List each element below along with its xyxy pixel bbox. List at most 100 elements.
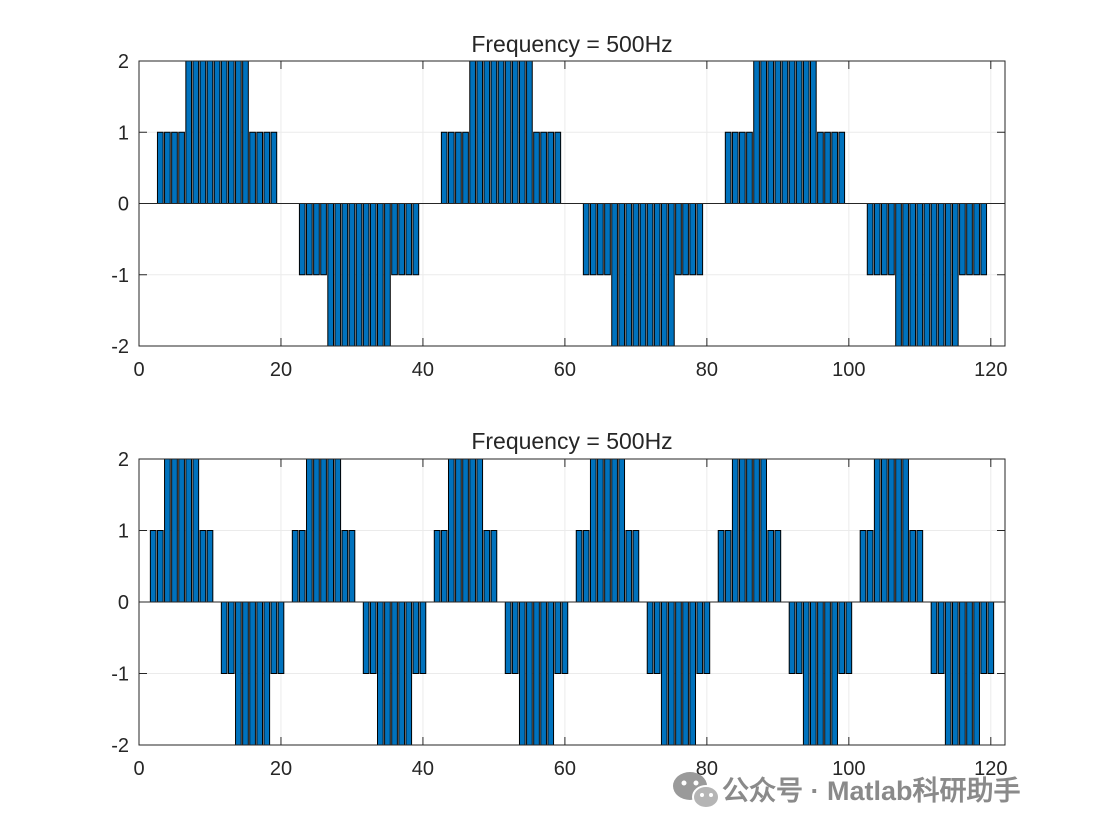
bar-top-70 bbox=[739, 131, 746, 204]
bar-bottom-92 bbox=[873, 458, 881, 603]
bar-bottom-87 bbox=[831, 601, 838, 746]
bar-bottom-68 bbox=[682, 601, 689, 746]
bar-top-82 bbox=[824, 131, 831, 204]
y-tick-label-top-4: 2 bbox=[118, 51, 129, 73]
bar-top-71 bbox=[746, 131, 753, 204]
bar-top-9 bbox=[220, 60, 228, 204]
bar-bottom-79 bbox=[767, 530, 775, 603]
x-tick-label-top-4: 80 bbox=[696, 359, 718, 381]
bar-bottom-11 bbox=[235, 601, 242, 746]
bar-bottom-0 bbox=[149, 530, 157, 603]
bar-top-79 bbox=[802, 60, 810, 204]
y-tick-label-top-2: 0 bbox=[118, 194, 129, 216]
bar-bottom-73 bbox=[724, 530, 732, 603]
bar-bottom-86 bbox=[824, 601, 831, 746]
bar-top-97 bbox=[951, 203, 959, 347]
bar-top-54 bbox=[604, 203, 611, 276]
bar-top-23 bbox=[341, 203, 349, 347]
y-tick-label-bottom-2: 0 bbox=[118, 592, 129, 614]
bar-bottom-28 bbox=[369, 601, 377, 674]
bar-top-26 bbox=[362, 203, 370, 347]
bar-bottom-102 bbox=[951, 601, 959, 746]
x-tick-label-top-3: 60 bbox=[554, 359, 576, 381]
bar-bottom-1 bbox=[156, 530, 164, 603]
bar-top-47 bbox=[533, 131, 540, 204]
bar-top-100 bbox=[973, 203, 980, 276]
bar-bottom-82 bbox=[795, 601, 803, 674]
bar-bottom-17 bbox=[277, 601, 285, 674]
chart-title-top: Frequency = 500Hz bbox=[471, 31, 672, 57]
y-tick-label-bottom-4: 2 bbox=[118, 449, 129, 471]
bar-bottom-23 bbox=[327, 458, 335, 603]
bar-bottom-67 bbox=[675, 601, 682, 746]
bar-top-87 bbox=[880, 203, 888, 276]
bar-bottom-90 bbox=[859, 530, 867, 603]
bar-bottom-47 bbox=[518, 601, 526, 746]
bar-top-90 bbox=[902, 203, 909, 347]
bar-top-27 bbox=[369, 203, 377, 347]
bar-top-73 bbox=[760, 60, 768, 204]
bar-top-72 bbox=[753, 60, 760, 204]
bar-bottom-70 bbox=[696, 601, 704, 674]
bar-bottom-5 bbox=[185, 458, 193, 603]
bar-top-98 bbox=[959, 203, 966, 276]
x-tick-label-top-2: 40 bbox=[412, 359, 434, 381]
bar-top-8 bbox=[213, 60, 221, 204]
bar-top-99 bbox=[966, 203, 973, 276]
x-tick-label-bottom-2: 40 bbox=[412, 758, 434, 780]
bar-top-20 bbox=[320, 203, 327, 276]
bar-top-48 bbox=[540, 131, 547, 204]
bar-bottom-60 bbox=[618, 458, 626, 603]
bar-bottom-81 bbox=[788, 601, 796, 674]
bar-bottom-32 bbox=[398, 601, 405, 746]
bar-bottom-26 bbox=[348, 530, 356, 603]
bar-bottom-4 bbox=[178, 458, 185, 603]
wechat-icon bbox=[673, 772, 720, 809]
bar-top-37 bbox=[462, 131, 469, 204]
bar-bottom-106 bbox=[980, 601, 988, 674]
bar-top-18 bbox=[306, 203, 313, 276]
y-tick-label-bottom-1: -1 bbox=[111, 664, 129, 686]
bar-bottom-89 bbox=[845, 601, 853, 674]
bar-top-29 bbox=[384, 203, 391, 347]
bar-bottom-93 bbox=[880, 458, 888, 603]
bar-bottom-71 bbox=[703, 601, 711, 674]
bar-bottom-54 bbox=[575, 530, 583, 603]
bar-bottom-16 bbox=[270, 601, 278, 674]
bar-top-11 bbox=[235, 60, 242, 204]
bar-bottom-59 bbox=[611, 458, 618, 603]
bar-bottom-95 bbox=[895, 458, 902, 603]
bar-top-40 bbox=[483, 60, 491, 204]
bar-bottom-36 bbox=[433, 530, 441, 603]
bar-bottom-27 bbox=[362, 601, 370, 674]
bar-bottom-46 bbox=[511, 601, 519, 674]
bar-top-69 bbox=[731, 131, 739, 204]
y-tick-label-top-0: -2 bbox=[111, 336, 129, 358]
bar-top-76 bbox=[781, 60, 789, 204]
bar-top-22 bbox=[334, 203, 342, 347]
bar-top-31 bbox=[398, 203, 405, 276]
bar-top-17 bbox=[298, 203, 306, 276]
bar-top-65 bbox=[682, 203, 689, 276]
bar-top-85 bbox=[866, 203, 874, 276]
bar-bottom-37 bbox=[440, 530, 448, 603]
bar-top-68 bbox=[724, 131, 732, 204]
bar-top-1 bbox=[164, 131, 171, 204]
bar-top-84 bbox=[838, 131, 846, 204]
bar-top-38 bbox=[469, 60, 476, 204]
bar-top-96 bbox=[944, 203, 952, 347]
watermark-text: 公众号 · Matlab科研助手 bbox=[722, 776, 1021, 806]
bar-top-12 bbox=[242, 60, 249, 204]
bar-top-51 bbox=[582, 203, 590, 276]
watermark: 公众号 · Matlab科研助手 bbox=[673, 772, 1021, 809]
bar-top-59 bbox=[639, 203, 647, 347]
bar-top-2 bbox=[171, 131, 178, 204]
bar-top-50 bbox=[554, 131, 562, 204]
bar-bottom-20 bbox=[306, 458, 313, 603]
x-tick-label-bottom-4: 80 bbox=[696, 758, 718, 780]
y-tick-label-top-3: 1 bbox=[118, 122, 129, 144]
bar-bottom-104 bbox=[966, 601, 973, 746]
bar-top-43 bbox=[504, 60, 512, 204]
bar-top-83 bbox=[831, 131, 838, 204]
bar-top-42 bbox=[497, 60, 505, 204]
